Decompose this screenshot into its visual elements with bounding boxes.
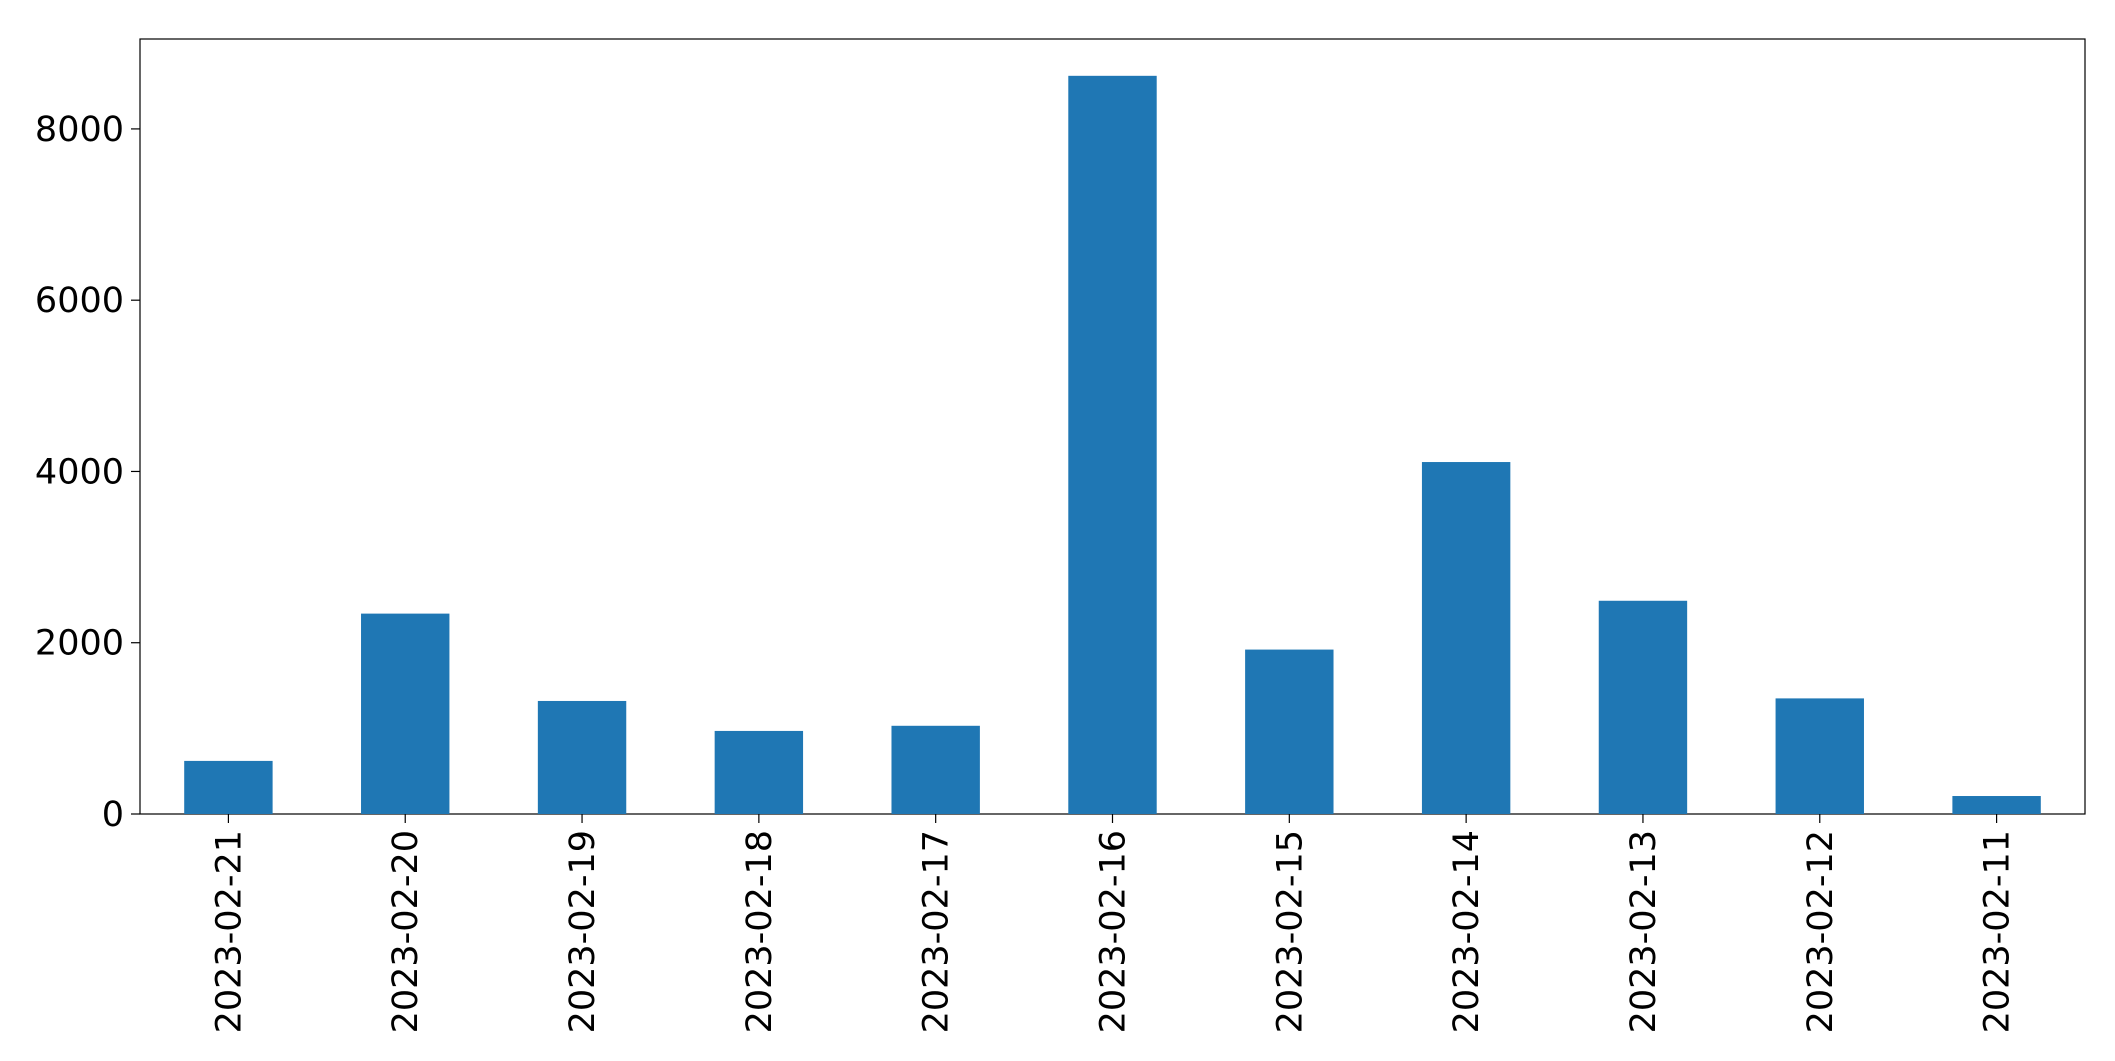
x-tick-label: 2023-02-21: [209, 830, 249, 1033]
y-tick-label: 4000: [35, 452, 124, 492]
x-tick-label: 2023-02-16: [1094, 830, 1134, 1033]
bar: [1952, 796, 2041, 814]
bar: [1775, 698, 1864, 814]
bar: [714, 730, 804, 814]
y-tick-label: 0: [102, 795, 124, 835]
y-tick-label: 2000: [35, 624, 124, 664]
y-tick-label: 6000: [35, 281, 124, 321]
x-tick-label: 2023-02-13: [1624, 830, 1664, 1033]
x-tick-label: 2023-02-19: [563, 830, 603, 1033]
bar: [1421, 462, 1511, 814]
x-tick-label: 2023-02-14: [1447, 830, 1487, 1033]
bar: [361, 613, 450, 814]
bar: [1598, 600, 1688, 814]
y-tick-label: 8000: [35, 110, 124, 150]
x-tick-label: 2023-02-12: [1801, 830, 1841, 1033]
x-tick-label: 2023-02-20: [386, 830, 426, 1033]
x-tick-label: 2023-02-17: [917, 830, 957, 1033]
x-tick-label: 2023-02-15: [1270, 830, 1310, 1033]
x-tick-label: 2023-02-18: [740, 830, 780, 1033]
bar: [1245, 649, 1334, 814]
bar: [537, 700, 627, 814]
x-tick-label: 2023-02-11: [1978, 830, 2018, 1033]
bar: [1068, 75, 1157, 815]
bar: [891, 725, 980, 814]
bar: [184, 760, 273, 814]
